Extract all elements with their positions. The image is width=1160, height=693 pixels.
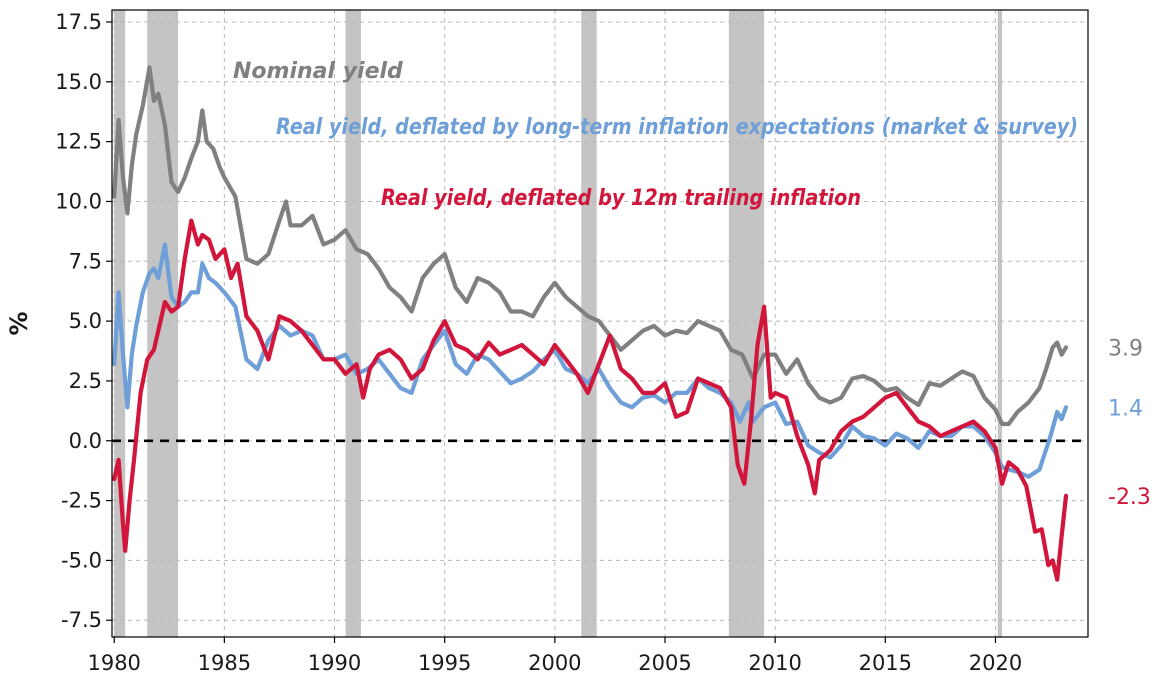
recession-band-1 <box>147 10 179 637</box>
y-tick-label--2.5: -2.5 <box>61 489 102 513</box>
end-value-real-yield-expectations: 1.4 <box>1108 396 1143 421</box>
y-tick-label-10.0: 10.0 <box>55 189 102 213</box>
series-label-real-yield-expectations: Real yield, deflated by long-term inflat… <box>276 115 1078 140</box>
x-tick-label-1995: 1995 <box>418 651 471 675</box>
x-tick-label-2000: 2000 <box>528 651 581 675</box>
y-tick-label-0.0: 0.0 <box>69 429 102 453</box>
y-tick-label--5.0: -5.0 <box>61 548 102 572</box>
y-tick-label-15.0: 15.0 <box>55 70 102 94</box>
x-tick-label-1980: 1980 <box>87 651 140 675</box>
x-tick-label-1990: 1990 <box>308 651 361 675</box>
x-tick-label-2015: 2015 <box>859 651 912 675</box>
x-tick-labels: 1980 1985 1990 1995 2000 2005 2010 2015 2020 <box>87 637 1022 675</box>
recession-band-5 <box>997 10 1003 637</box>
plot-frame <box>111 9 1089 638</box>
x-tick-label-1985: 1985 <box>198 651 251 675</box>
end-value-nominal-yield: 3.9 <box>1108 336 1143 361</box>
x-tick-label-2020: 2020 <box>969 651 1022 675</box>
y-axis-label: % <box>5 311 33 335</box>
end-value-real-yield-trailing: -2.3 <box>1108 485 1151 510</box>
recession-band-3 <box>581 10 597 637</box>
line-real-yield-trailing <box>112 218 1069 582</box>
y-tick-label-12.5: 12.5 <box>55 130 102 154</box>
y-tick-label-2.5: 2.5 <box>69 369 102 393</box>
y-tick-label-5.0: 5.0 <box>69 309 102 333</box>
recession-band-2 <box>345 10 361 637</box>
y-tick-labels: 17.5 15.0 12.5 10.0 7.5 5.0 2.5 0.0 -2.5 -5.0 -7.5 <box>55 10 112 632</box>
gridlines <box>112 10 1088 637</box>
series-lines <box>112 65 1069 582</box>
x-tick-label-2005: 2005 <box>638 651 691 675</box>
y-tick-label-17.5: 17.5 <box>55 10 102 34</box>
y-tick-label-7.5: 7.5 <box>69 249 102 273</box>
line-nominal-yield <box>112 65 1069 427</box>
series-label-real-yield-trailing: Real yield, deflated by 12m trailing inf… <box>381 186 861 211</box>
recession-band-4 <box>728 10 765 637</box>
line-real-yield-expectations <box>112 242 1069 479</box>
y-tick-label--7.5: -7.5 <box>61 608 102 632</box>
x-tick-label-2010: 2010 <box>748 651 801 675</box>
series-label-nominal-yield: Nominal yield <box>233 59 403 84</box>
recession-bands <box>114 10 1003 637</box>
